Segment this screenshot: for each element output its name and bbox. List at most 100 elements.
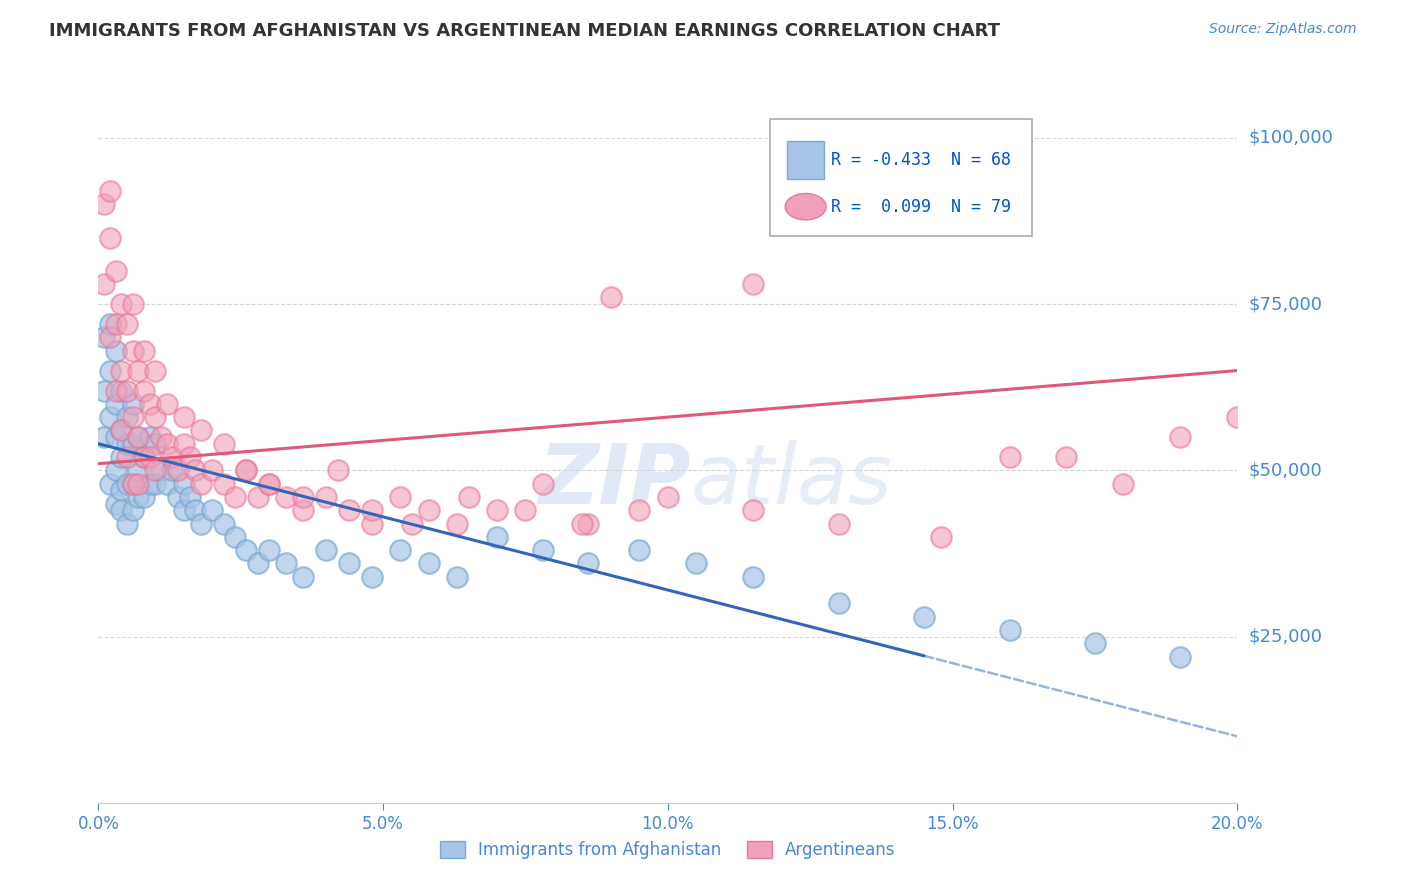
Point xyxy=(145,436,167,450)
Point xyxy=(418,557,440,571)
Point xyxy=(110,503,132,517)
Point xyxy=(337,557,360,571)
Text: Source: ZipAtlas.com: Source: ZipAtlas.com xyxy=(1209,22,1357,37)
Point xyxy=(190,476,212,491)
Point xyxy=(127,463,149,477)
Point xyxy=(446,570,468,584)
Point xyxy=(259,476,281,491)
Point xyxy=(184,463,207,477)
Point xyxy=(93,430,115,444)
Point xyxy=(115,384,138,398)
Point xyxy=(138,476,160,491)
Point xyxy=(515,503,537,517)
Point xyxy=(98,184,121,198)
Point xyxy=(929,530,952,544)
Legend: Immigrants from Afghanistan, Argentineans: Immigrants from Afghanistan, Argentinean… xyxy=(432,833,904,868)
Point xyxy=(1084,636,1107,650)
Point xyxy=(628,503,651,517)
Point xyxy=(292,490,315,504)
Point xyxy=(132,490,155,504)
Point xyxy=(167,463,190,477)
Point xyxy=(201,503,224,517)
Text: $50,000: $50,000 xyxy=(1249,461,1323,479)
Point xyxy=(121,503,143,517)
Point xyxy=(276,557,298,571)
Point xyxy=(121,410,143,425)
Point xyxy=(742,570,765,584)
Point xyxy=(115,516,138,531)
Text: R = -0.433  N = 68: R = -0.433 N = 68 xyxy=(831,151,1011,169)
Point xyxy=(259,543,281,558)
Point xyxy=(657,490,679,504)
Point xyxy=(486,530,509,544)
Point xyxy=(212,436,235,450)
Point xyxy=(110,483,132,498)
Point xyxy=(173,476,195,491)
FancyBboxPatch shape xyxy=(787,141,824,179)
Point xyxy=(98,330,121,344)
Point xyxy=(127,430,149,444)
Point xyxy=(628,543,651,558)
Point xyxy=(998,450,1021,464)
Point xyxy=(276,490,298,504)
Point xyxy=(167,490,190,504)
Point xyxy=(98,230,121,244)
Point xyxy=(315,543,337,558)
Point xyxy=(110,450,132,464)
Point xyxy=(121,397,143,411)
FancyBboxPatch shape xyxy=(770,119,1032,235)
Point xyxy=(292,503,315,517)
Point xyxy=(486,503,509,517)
Point xyxy=(337,503,360,517)
Point xyxy=(98,410,121,425)
Point xyxy=(156,436,179,450)
Point xyxy=(138,430,160,444)
Point xyxy=(173,410,195,425)
Point xyxy=(98,363,121,377)
Point xyxy=(531,476,554,491)
Point xyxy=(98,317,121,331)
Point xyxy=(121,436,143,450)
Point xyxy=(173,436,195,450)
Point xyxy=(121,343,143,358)
Point xyxy=(742,503,765,517)
Point xyxy=(110,297,132,311)
Point xyxy=(127,363,149,377)
Point xyxy=(828,596,851,610)
Point xyxy=(828,516,851,531)
Point xyxy=(446,516,468,531)
Point xyxy=(389,490,412,504)
Point xyxy=(685,557,707,571)
Point xyxy=(292,570,315,584)
Point xyxy=(121,476,143,491)
Point xyxy=(145,363,167,377)
Point xyxy=(173,503,195,517)
Point xyxy=(600,290,623,304)
Point xyxy=(998,623,1021,637)
Text: R =  0.099  N = 79: R = 0.099 N = 79 xyxy=(831,198,1011,216)
Point xyxy=(104,463,127,477)
Point xyxy=(576,557,599,571)
Point xyxy=(360,516,382,531)
Point xyxy=(1056,450,1078,464)
Point xyxy=(315,490,337,504)
Point xyxy=(115,410,138,425)
Point xyxy=(246,557,269,571)
Point xyxy=(259,476,281,491)
Point xyxy=(104,317,127,331)
Point xyxy=(150,463,173,477)
Point xyxy=(145,463,167,477)
Point xyxy=(93,197,115,211)
Point xyxy=(93,277,115,292)
Point xyxy=(110,424,132,438)
Point xyxy=(156,397,179,411)
Point xyxy=(418,503,440,517)
Point xyxy=(360,503,382,517)
Point xyxy=(132,384,155,398)
Point xyxy=(115,436,138,450)
Point xyxy=(224,490,246,504)
Point xyxy=(132,450,155,464)
Point xyxy=(156,476,179,491)
Text: IMMIGRANTS FROM AFGHANISTAN VS ARGENTINEAN MEDIAN EARNINGS CORRELATION CHART: IMMIGRANTS FROM AFGHANISTAN VS ARGENTINE… xyxy=(49,22,1000,40)
Circle shape xyxy=(785,194,827,219)
